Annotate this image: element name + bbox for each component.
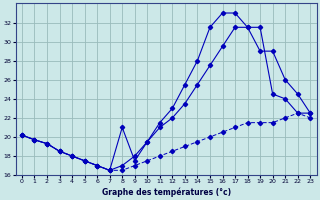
X-axis label: Graphe des températures (°c): Graphe des températures (°c) (101, 187, 231, 197)
